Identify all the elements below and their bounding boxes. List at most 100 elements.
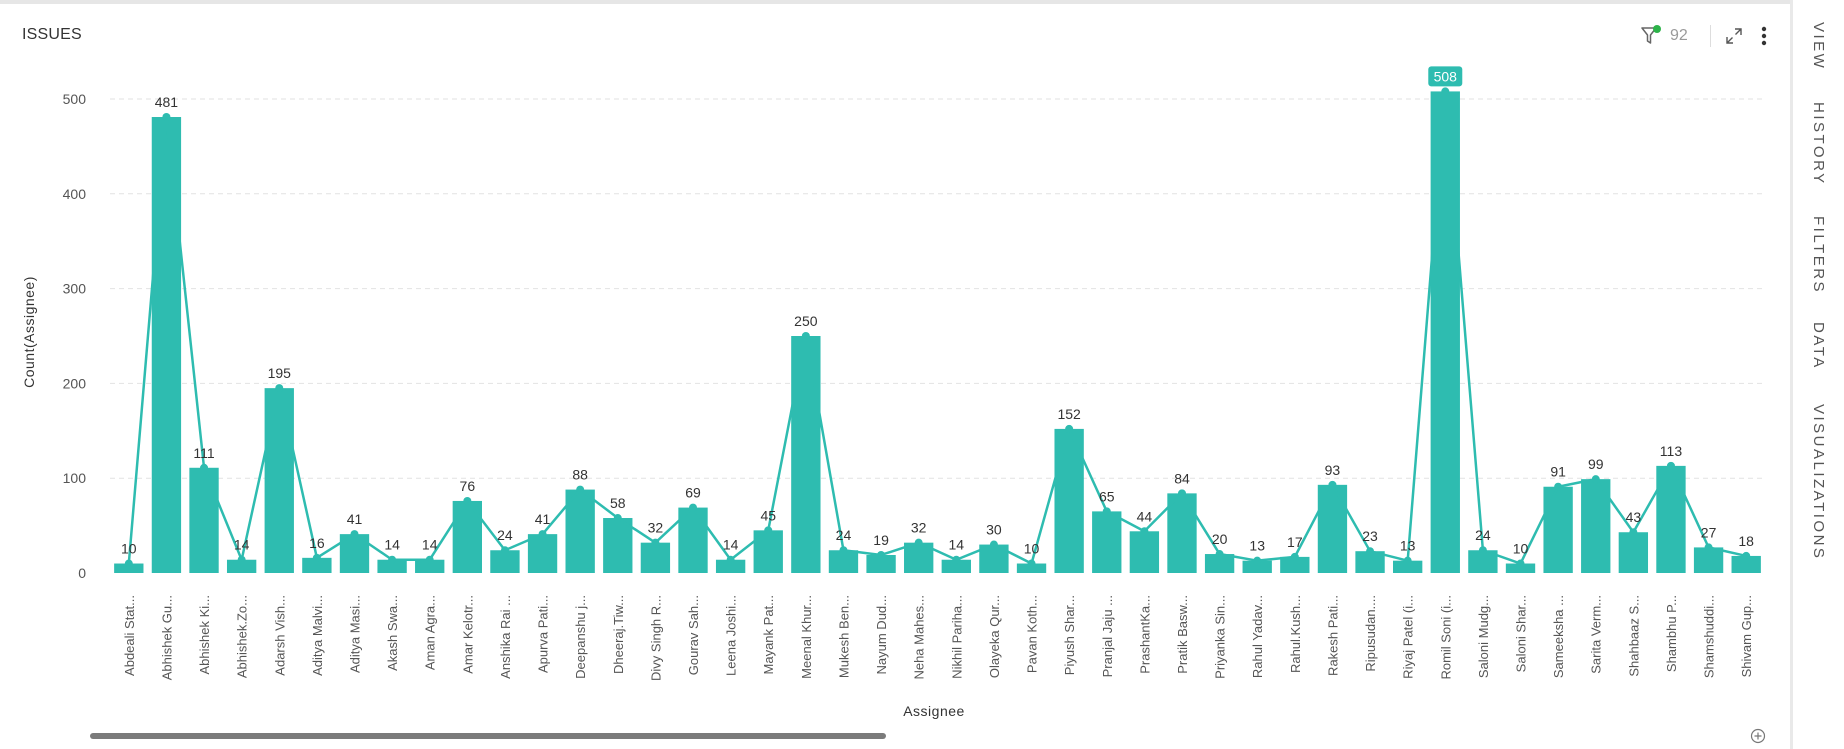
bar[interactable] xyxy=(1242,560,1272,573)
bar[interactable] xyxy=(565,489,595,573)
horizontal-scrollbar[interactable] xyxy=(90,733,886,739)
data-label: 99 xyxy=(1588,456,1604,472)
bar[interactable] xyxy=(1204,554,1235,573)
bar[interactable] xyxy=(1618,532,1649,573)
line-point xyxy=(726,555,735,564)
x-tick-label: Abhishek.Zo... xyxy=(235,595,250,678)
data-label: 19 xyxy=(873,532,889,548)
bar[interactable] xyxy=(151,117,182,574)
bar[interactable] xyxy=(640,542,671,573)
tab-view[interactable]: VIEW xyxy=(1810,22,1827,71)
bar[interactable] xyxy=(753,530,783,573)
x-tick-label: Priyanka Sin... xyxy=(1213,595,1228,679)
data-label: 250 xyxy=(794,313,818,329)
bar[interactable] xyxy=(678,507,708,573)
bar[interactable] xyxy=(1167,493,1197,573)
x-tick-label: Rahul Yadav... xyxy=(1250,595,1265,678)
x-tick-label: Mayank Pat... xyxy=(761,595,776,674)
chart-panel: ISSUES 92 0 100 200 300 400 500 Count(Assignee… xyxy=(0,4,1790,749)
data-label: 13 xyxy=(1400,538,1416,554)
bar[interactable] xyxy=(1543,486,1573,573)
bar[interactable] xyxy=(1693,547,1724,573)
filter-count[interactable]: 92 xyxy=(1670,27,1688,44)
x-tick-label: Riyaj Patel (i... xyxy=(1401,595,1416,679)
bar[interactable] xyxy=(603,518,633,573)
tab-filters[interactable]: FILTERS xyxy=(1810,216,1827,295)
data-label: 24 xyxy=(1475,527,1491,543)
line-point xyxy=(1102,507,1111,516)
bar[interactable] xyxy=(791,336,821,573)
data-label: 14 xyxy=(949,537,965,553)
data-label: 24 xyxy=(836,527,852,543)
line-point xyxy=(801,332,810,340)
bar[interactable] xyxy=(715,559,746,573)
tab-data[interactable]: DATA xyxy=(1810,322,1827,370)
x-tick-label: Aditya Malvi... xyxy=(310,595,325,676)
bar[interactable] xyxy=(1505,563,1536,573)
x-tick-label: Mukesh Ben... xyxy=(836,595,851,678)
filter-icon[interactable] xyxy=(1640,25,1662,47)
x-tick-label: Akash Swa... xyxy=(385,595,400,671)
x-tick-label: Romil Soni (i... xyxy=(1438,595,1453,680)
x-tick-label: Dheeraj.Tiw... xyxy=(611,595,626,674)
bar[interactable] xyxy=(1280,556,1310,573)
data-label: 45 xyxy=(760,507,776,523)
line-point xyxy=(388,555,397,564)
bar[interactable] xyxy=(1016,563,1047,573)
line-point xyxy=(1516,559,1525,568)
bar[interactable] xyxy=(1317,484,1348,573)
line-point xyxy=(1215,550,1224,559)
bar[interactable] xyxy=(941,559,971,573)
line-point xyxy=(538,530,547,539)
bar[interactable] xyxy=(866,554,896,573)
bar[interactable] xyxy=(264,388,294,573)
bar[interactable] xyxy=(490,550,520,573)
bar[interactable] xyxy=(1468,550,1498,573)
x-axis-title: Assignee xyxy=(903,703,965,719)
data-label: 32 xyxy=(911,520,927,536)
bar[interactable] xyxy=(1129,531,1160,573)
data-label: 10 xyxy=(121,541,137,557)
bar[interactable] xyxy=(1092,511,1122,573)
line-point xyxy=(1027,559,1036,568)
data-label: 508 xyxy=(1434,68,1458,84)
expand-icon[interactable] xyxy=(1725,27,1743,45)
x-tick-label: Abdeali Stat... xyxy=(122,595,137,676)
line-point xyxy=(689,503,698,512)
y-tick-label: 500 xyxy=(63,91,87,107)
bar[interactable] xyxy=(1430,91,1460,573)
bar[interactable] xyxy=(377,559,407,573)
x-tick-label: Shivam Gup... xyxy=(1739,595,1754,677)
bar[interactable] xyxy=(828,550,859,573)
bar[interactable] xyxy=(302,557,332,573)
x-tick-label: Amar Kelotr... xyxy=(460,595,475,674)
bar[interactable] xyxy=(415,559,445,573)
bar[interactable] xyxy=(1731,555,1761,573)
data-label: 84 xyxy=(1174,470,1190,486)
data-label: 481 xyxy=(155,94,179,110)
tab-visualizations[interactable]: VISUALIZATIONS xyxy=(1810,404,1827,561)
line-point xyxy=(1704,543,1713,552)
data-label: 20 xyxy=(1212,531,1228,547)
bar[interactable] xyxy=(1393,560,1423,573)
bar[interactable] xyxy=(527,534,558,573)
bar[interactable] xyxy=(1355,551,1385,573)
zoom-icon[interactable] xyxy=(1750,728,1766,744)
bar[interactable] xyxy=(189,467,219,573)
x-tick-label: Pratik Basw... xyxy=(1175,595,1190,674)
bar[interactable] xyxy=(114,563,144,573)
x-tick-label: Pavan Koth... xyxy=(1025,595,1040,673)
line-point xyxy=(952,555,961,564)
x-tick-label: Adarsh Vish... xyxy=(272,595,287,676)
more-options-icon[interactable] xyxy=(1761,25,1767,47)
x-tick-label: PrashantKa... xyxy=(1137,595,1152,674)
data-label: 18 xyxy=(1738,533,1754,549)
tab-history[interactable]: HISTORY xyxy=(1810,102,1827,186)
data-label: 14 xyxy=(384,537,400,553)
bar[interactable] xyxy=(452,500,482,573)
data-label: 91 xyxy=(1550,464,1566,480)
line-point xyxy=(275,384,284,393)
bar[interactable] xyxy=(226,559,257,573)
line-point xyxy=(1554,482,1563,491)
y-tick-label: 100 xyxy=(63,470,87,486)
